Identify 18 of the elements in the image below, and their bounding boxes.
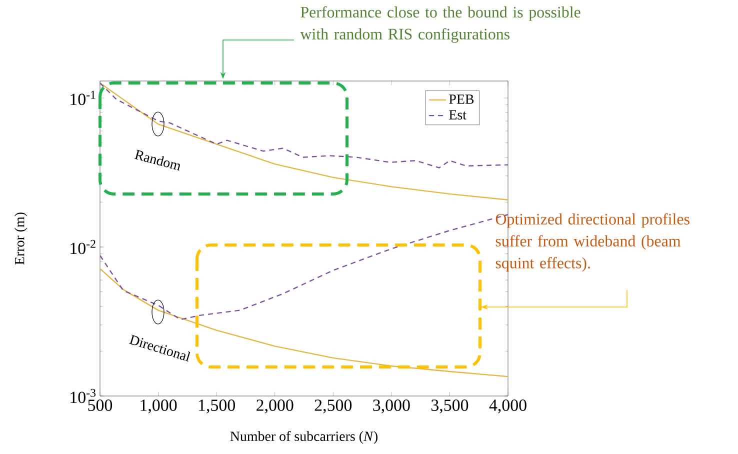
x-axis-title: Number of subcarriers (N) xyxy=(230,431,378,444)
x-tick-label: 3,000 xyxy=(373,400,410,414)
annotation: Random xyxy=(134,150,180,171)
line-series xyxy=(100,82,508,168)
x-tick-label: 3,500 xyxy=(431,400,468,414)
x-tick-label: 1,500 xyxy=(199,400,235,414)
line-series xyxy=(100,82,508,201)
y-tick-label: 10$^{-2}$ xyxy=(70,240,96,254)
annotation: Optimized directional profiles suffer from wideband (beam squint effects). xyxy=(496,213,690,272)
x-tick-label: 1,000 xyxy=(140,400,177,414)
legend-label: Est xyxy=(449,110,466,120)
x-tick-label: 2,000 xyxy=(256,400,294,414)
y-axis-title: Error (m) xyxy=(14,212,28,265)
legend-label: PEB xyxy=(449,94,474,104)
text: Performance close to the bound is possible with random RIS configurations xyxy=(300,6,580,43)
x-tick-label: 4,000 xyxy=(489,400,526,414)
y-tick-label: 10$^{-1}$ xyxy=(70,90,96,106)
x-tick-label: 2,500 xyxy=(314,400,352,414)
